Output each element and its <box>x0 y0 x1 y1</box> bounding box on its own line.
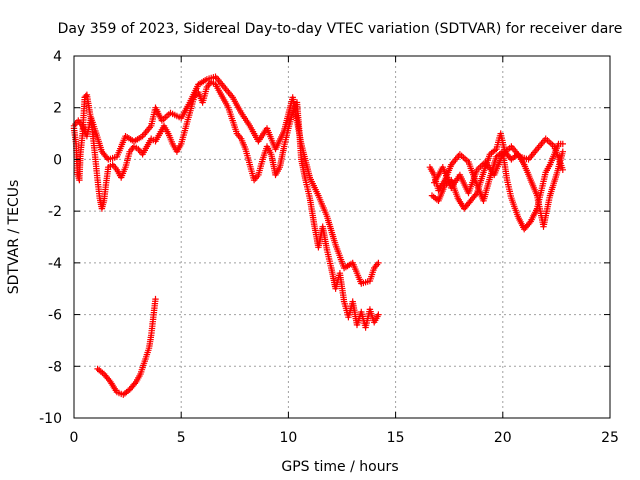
data-point-marker <box>103 154 111 162</box>
y-tick-label: 0 <box>53 152 62 168</box>
axis-ticks: 0 5 10 15 20 25 -10 -8 -6 -4 -2 0 2 4 <box>39 49 619 446</box>
chart-title: Day 359 of 2023, Sidereal Day-to-day VTE… <box>58 21 623 37</box>
y-tick-label: 2 <box>53 101 62 117</box>
y-tick-label: -4 <box>48 256 62 272</box>
y-tick-label: 4 <box>53 49 62 65</box>
data-point-marker <box>152 295 159 303</box>
y-axis-label: SDTVAR / TECUs <box>6 180 22 295</box>
y-tick-label: -10 <box>39 411 62 427</box>
x-tick-label: 0 <box>70 430 79 446</box>
x-tick-label: 20 <box>494 430 512 446</box>
data-markers <box>70 73 566 398</box>
data-point-marker <box>559 148 566 155</box>
plot-frame <box>73 55 611 419</box>
data-point-marker <box>375 259 382 267</box>
y-tick-label: -6 <box>48 308 62 324</box>
x-tick-label: 25 <box>601 430 619 446</box>
y-tick-label: -8 <box>48 359 62 375</box>
y-tick-label: -2 <box>48 204 62 220</box>
data-point-marker <box>559 166 566 173</box>
data-point-marker <box>375 311 382 318</box>
data-point-marker <box>526 219 533 227</box>
x-tick-label: 10 <box>279 430 297 446</box>
x-axis-label: GPS time / hours <box>281 459 398 475</box>
data-point-marker <box>559 140 566 148</box>
x-tick-label: 15 <box>387 430 405 446</box>
x-tick-label: 5 <box>177 430 186 446</box>
